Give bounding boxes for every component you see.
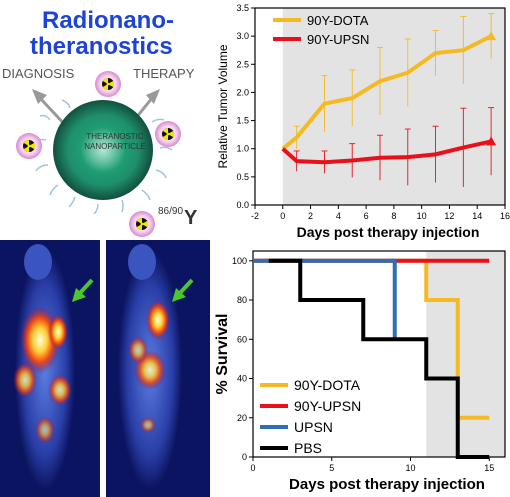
x-tick-label: 12 xyxy=(444,211,454,221)
y-tick-label: 20 xyxy=(237,413,247,423)
plot-background xyxy=(426,251,505,457)
x-tick-label: 2 xyxy=(308,211,313,221)
x-tick-label: 0 xyxy=(280,211,285,221)
y-tick-label: 60 xyxy=(237,334,247,344)
pet-images xyxy=(0,240,210,497)
x-tick-label: 16 xyxy=(500,211,510,221)
y-axis-label: % Survival xyxy=(215,314,231,395)
y-tick-label: 0.0 xyxy=(236,200,249,210)
nanoparticle-label: THERANOSTIC NANOPARTICLE xyxy=(84,132,146,151)
diagnosis-label: DIAGNOSIS xyxy=(2,66,75,81)
survival-chart: 0 5 10 15 0 20 40 60 80 100 Days post therapy inje… xyxy=(215,250,506,493)
series-line-90Y-DOTA xyxy=(281,34,493,151)
x-tick-label: 4 xyxy=(336,211,341,221)
y-tick-label: 1.5 xyxy=(236,116,249,126)
plot-frame xyxy=(252,250,506,458)
tumor-volume-chart: -2 0 2 4 6 8 10 12 14 16 0.0 0.5 1.0 1.5 2.0 2.5 3.0 3.5 D… xyxy=(216,3,510,240)
y-tick-label: 3.0 xyxy=(236,31,249,41)
y-tick-label: 100 xyxy=(232,256,247,266)
y-tick-label: 80 xyxy=(237,295,247,305)
radioactive-icon xyxy=(95,71,121,97)
legend-label: 90Y-UPSN xyxy=(307,32,369,47)
legend-label: 90Y-UPSN xyxy=(294,398,361,414)
schematic-graphic xyxy=(16,71,181,237)
y-tick-label: 3.5 xyxy=(236,3,249,13)
y-tick-label: 40 xyxy=(237,374,247,384)
legend-label: 90Y-DOTA xyxy=(307,13,369,28)
radioactive-icon xyxy=(16,133,42,159)
x-tick-label: 15 xyxy=(484,463,494,473)
y-tick-label: 0.5 xyxy=(236,172,249,182)
y-tick-label: 1.0 xyxy=(236,144,249,154)
series-end-marker xyxy=(486,136,497,146)
pet-image-diagnosis xyxy=(0,240,100,497)
title-line-1: Radionano- xyxy=(42,7,174,34)
x-tick-label: 5 xyxy=(329,463,334,473)
y-tick-label: 2.0 xyxy=(236,87,249,97)
x-tick-label: 14 xyxy=(472,211,482,221)
plot-frame xyxy=(254,7,506,206)
x-tick-label: 6 xyxy=(364,211,369,221)
title-line-2: theranostics xyxy=(30,33,173,60)
x-tick-label: 0 xyxy=(250,463,255,473)
x-tick-label: -2 xyxy=(251,211,259,221)
y-tick-label: 0 xyxy=(242,452,247,462)
x-tick-label: 10 xyxy=(417,211,427,221)
pet-image-therapy xyxy=(106,240,210,497)
x-tick-label: 10 xyxy=(405,463,415,473)
series-line-PBS xyxy=(268,258,490,459)
x-axis-label: Days post therapy injection xyxy=(289,476,485,493)
y-tick-label: 2.5 xyxy=(236,59,249,69)
legend-label: UPSN xyxy=(294,419,333,435)
y-axis-label: Relative Tumor Volume xyxy=(216,44,230,168)
series-line-90Y-UPSN xyxy=(281,139,492,165)
tumor-arrow-icon xyxy=(72,278,94,302)
x-axis-label: Days post therapy injection xyxy=(297,224,480,240)
therapy-label: THERAPY xyxy=(133,66,195,81)
legend-label: 90Y-DOTA xyxy=(294,377,361,393)
radioactive-icon xyxy=(129,211,155,237)
x-tick-label: 8 xyxy=(391,211,396,221)
legend-label: PBS xyxy=(294,440,322,456)
isotope-label: 86/90Y xyxy=(158,206,198,229)
tumor-arrow-icon xyxy=(172,278,194,302)
series-end-marker xyxy=(486,31,497,41)
nanoparticle xyxy=(53,100,153,200)
